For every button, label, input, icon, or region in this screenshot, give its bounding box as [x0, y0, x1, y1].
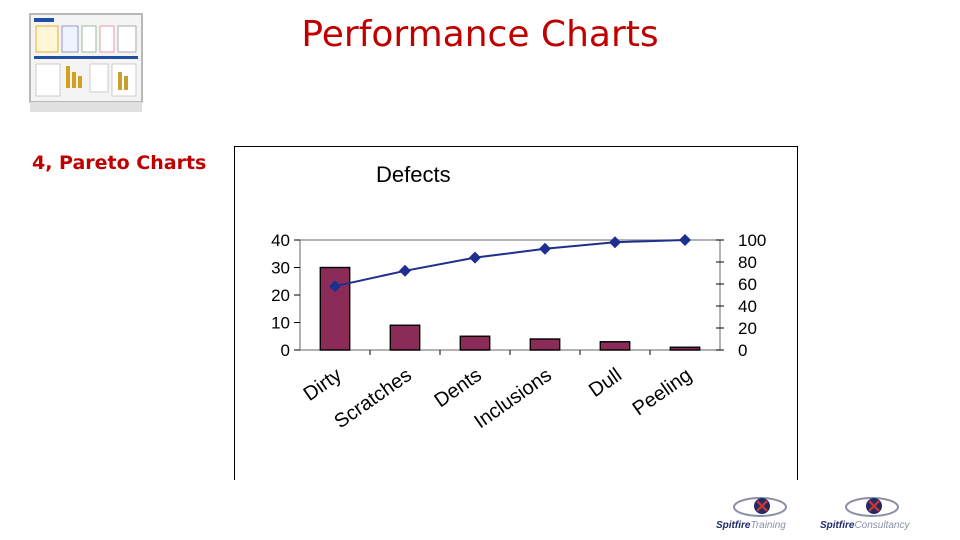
cumulative-point: [679, 234, 691, 246]
spitfire-consultancy-wordmark: SpitfireConsultancy: [820, 520, 910, 531]
y-right-tick-label: 100: [738, 231, 766, 250]
y-left-tick-label: 40: [271, 231, 290, 250]
y-right-tick-label: 20: [738, 319, 757, 338]
bar: [319, 266, 351, 351]
section-label: 4, Pareto Charts: [32, 152, 207, 174]
cumulative-point: [399, 264, 411, 277]
bar: [459, 335, 491, 351]
plot-area: [299, 239, 721, 351]
y-left-tick-label: 10: [271, 314, 290, 333]
bar: [389, 324, 421, 351]
cumulative-point: [609, 236, 621, 249]
spitfire-emblem-icon: [733, 497, 787, 517]
pareto-chart: Defects 010203040020406080100DirtyScratc…: [234, 146, 798, 480]
y-right-tick-label: 80: [738, 253, 757, 272]
y-right-tick-label: 40: [738, 297, 757, 316]
cumulative-point: [329, 280, 341, 293]
cumulative-point: [469, 251, 481, 264]
spitfire-training-wordmark: SpitfireTraining: [716, 520, 786, 531]
cumulative-point: [539, 242, 551, 255]
spitfire-training-logo: SpitfireTraining: [712, 494, 812, 536]
bar: [529, 338, 561, 351]
y-left-tick-label: 0: [281, 341, 290, 360]
slide-title: Performance Charts: [301, 14, 659, 55]
spitfire-consultancy-logo: SpitfireConsultancy: [820, 494, 940, 536]
y-left-tick-label: 30: [271, 259, 290, 278]
bar: [669, 346, 701, 351]
bar: [599, 341, 631, 351]
cumulative-line: [334, 239, 686, 288]
spitfire-emblem-icon: [845, 497, 899, 517]
chart-title: Defects: [376, 162, 451, 187]
performance-board-thumbnail: [29, 13, 143, 112]
y-right-tick-label: 0: [738, 341, 747, 360]
y-left-tick-label: 20: [271, 286, 290, 305]
y-right-tick-label: 60: [738, 275, 757, 294]
